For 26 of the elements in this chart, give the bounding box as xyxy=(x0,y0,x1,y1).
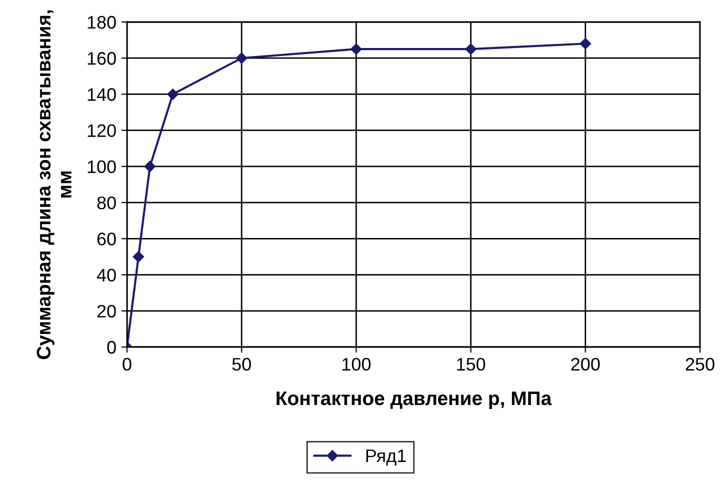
x-axis-title: Контактное давление p, МПа xyxy=(276,392,552,410)
x-tick-label: 200 xyxy=(571,358,600,371)
point xyxy=(144,160,156,172)
y-axis-title: Суммарная длина зон схватывания, мм xyxy=(36,10,72,360)
x-tick-label: 50 xyxy=(232,358,251,371)
y-tick-label: 40 xyxy=(96,268,116,282)
y-tick-label: 80 xyxy=(97,196,116,210)
x-tick-label: 150 xyxy=(457,358,486,371)
point xyxy=(236,52,248,64)
y-tick-label: 180 xyxy=(88,16,116,29)
point xyxy=(167,88,178,100)
x-tick-label: 0 xyxy=(122,358,132,371)
y-tick-label: 160 xyxy=(88,52,116,65)
y-tick-label: 0 xyxy=(107,340,116,354)
point xyxy=(465,43,476,55)
y-tick-label: 120 xyxy=(88,124,116,138)
x-tick-label: 250 xyxy=(686,358,714,371)
point xyxy=(580,38,592,50)
x-tick-label: 100 xyxy=(342,358,371,371)
y-tick-label: 140 xyxy=(88,88,116,101)
point xyxy=(350,43,362,55)
y-tick-label: 60 xyxy=(97,232,116,246)
point xyxy=(132,251,144,262)
y-tick-label: 20 xyxy=(97,304,116,318)
legend-label: Ряд1 xyxy=(366,450,406,466)
y-tick-label: 100 xyxy=(88,160,116,174)
